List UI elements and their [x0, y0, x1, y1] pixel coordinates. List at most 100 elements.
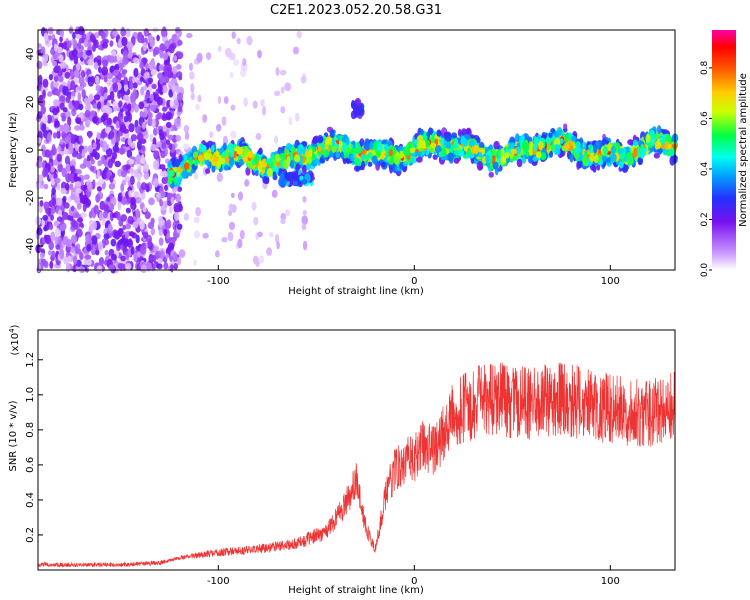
noise-cell: [50, 48, 55, 55]
signal-cell: [262, 175, 270, 184]
noise-cell: [52, 107, 59, 116]
noise-cell: [61, 167, 67, 178]
signal-cell: [516, 142, 521, 148]
noise-cell: [96, 101, 102, 110]
noise-cell: [69, 160, 77, 168]
noise-cell: [50, 165, 55, 173]
noise-cell: [142, 121, 146, 130]
speckle-cell: [171, 83, 177, 94]
noise-cell: [120, 26, 125, 35]
noise-cell: [128, 190, 133, 198]
noise-cell: [173, 55, 178, 62]
signal-cell: [350, 147, 357, 155]
noise-cell: [48, 240, 54, 251]
signal-cell: [574, 146, 582, 155]
noise-cell: [139, 219, 145, 230]
noise-cell: [102, 210, 108, 219]
noise-cell: [79, 221, 84, 228]
noise-cell: [140, 182, 147, 191]
noise-cell: [140, 112, 146, 118]
signal-cell: [176, 171, 181, 177]
signal-cell: [488, 171, 494, 178]
noise-cell: [149, 133, 154, 143]
noise-cell: [153, 127, 158, 136]
noise-cell: [148, 60, 156, 70]
signal-cell: [203, 152, 210, 160]
speckle-cell: [183, 212, 189, 221]
noise-cell: [116, 211, 121, 221]
noise-cell: [125, 262, 132, 271]
speckle-cell: [295, 113, 300, 122]
noise-cell: [67, 255, 72, 263]
snr-x-label: Height of straight line (km): [288, 585, 424, 596]
speckle-cell: [193, 216, 200, 224]
speckle-cell: [274, 135, 279, 144]
noise-cell: [119, 124, 127, 133]
noise-cell: [175, 193, 181, 203]
noise-cell: [92, 142, 97, 150]
noise-cell: [92, 116, 98, 124]
noise-cell: [63, 123, 70, 133]
noise-cell: [47, 26, 54, 35]
secondary-cell: [284, 172, 289, 180]
noise-cell: [63, 148, 70, 155]
speckle-cell: [189, 71, 195, 80]
signal-cell: [335, 151, 341, 159]
noise-cell: [109, 90, 115, 101]
signal-cell: [254, 170, 259, 177]
speckle-cell: [205, 52, 212, 61]
speckle-cell: [175, 85, 180, 95]
signal-cell: [563, 123, 568, 130]
speckle-cell: [243, 97, 248, 107]
signal-cell: [618, 161, 624, 169]
signal-cell: [167, 177, 173, 185]
noise-cell: [162, 106, 168, 112]
noise-cell: [90, 158, 95, 165]
noise-cell: [123, 115, 129, 123]
signal-cell: [319, 158, 325, 164]
noise-cell: [116, 54, 121, 62]
speckle-cell: [230, 104, 236, 111]
noise-cell: [151, 118, 156, 128]
noise-cell: [120, 255, 126, 262]
noise-cell: [85, 49, 93, 56]
noise-cell: [67, 134, 72, 143]
noise-cell: [129, 80, 134, 90]
signal-cell: [183, 162, 190, 171]
speckle-cell: [301, 215, 309, 225]
noise-cell: [143, 171, 150, 180]
signal-cell: [539, 152, 547, 161]
speckle-cell: [262, 105, 266, 116]
noise-cell: [152, 137, 157, 146]
noise-cell: [98, 211, 103, 222]
speckle-cell: [257, 49, 262, 59]
signal-cell: [653, 152, 660, 159]
signal-cell: [193, 158, 199, 167]
noise-cell: [56, 153, 62, 162]
signal-cell: [546, 141, 551, 151]
noise-cell: [156, 96, 163, 106]
signal-cell: [436, 130, 442, 137]
noise-cell: [117, 111, 124, 121]
speckle-cell: [216, 123, 222, 132]
signal-cell: [525, 151, 530, 157]
noise-cell: [122, 224, 126, 231]
noise-cell: [49, 149, 56, 156]
noise-cell: [48, 250, 53, 256]
speckle-cell: [239, 229, 245, 240]
noise-cell: [75, 188, 82, 194]
noise-cell: [53, 99, 59, 107]
heatmap-y-tick-label: -20: [25, 190, 36, 206]
signal-cell: [553, 148, 561, 156]
noise-cell: [112, 82, 119, 93]
speckle-cell: [280, 106, 286, 114]
signal-cell: [493, 140, 500, 150]
signal-cell: [317, 145, 322, 153]
noise-cell: [168, 89, 174, 98]
snr-series-line: [37, 362, 676, 568]
noise-cell: [80, 69, 85, 78]
signal-cell: [554, 138, 561, 146]
noise-cell: [75, 181, 82, 187]
noise-cell: [76, 217, 84, 223]
